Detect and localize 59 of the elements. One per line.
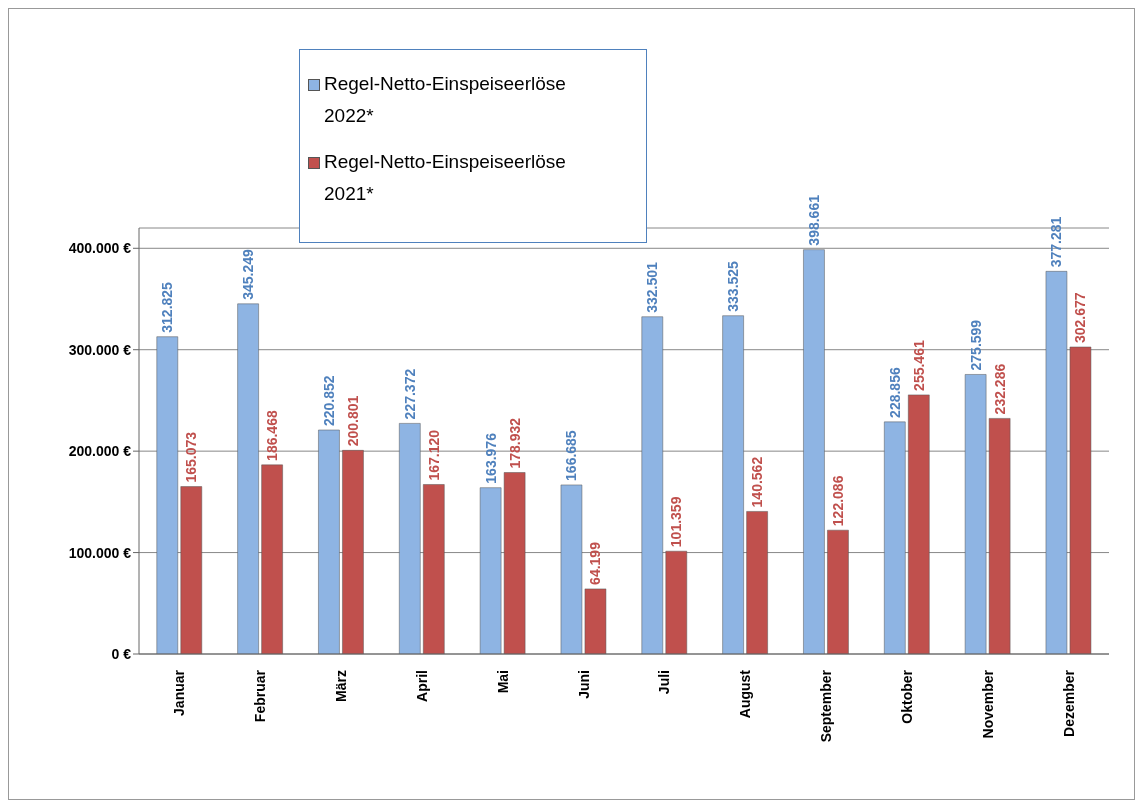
y-tick-label: 100.000 € [68, 544, 132, 561]
data-label: 398.661 [805, 194, 822, 246]
data-label: 101.359 [668, 496, 685, 548]
data-label: 377.281 [1048, 216, 1065, 268]
x-tick-label: November [979, 669, 996, 739]
bar [156, 336, 179, 654]
bar [884, 421, 906, 654]
y-tick-label: 200.000 € [68, 443, 132, 460]
bar [342, 450, 364, 654]
data-label: 178.932 [506, 417, 523, 469]
y-tick-label: 400.000 € [68, 240, 132, 257]
legend-label: Regel-Netto-Einspeiseerlöse 2022* [324, 72, 567, 128]
data-label: 333.525 [725, 260, 742, 312]
x-tick-label: Januar [171, 669, 188, 716]
data-label: 64.199 [587, 541, 604, 585]
y-tick-label: 300.000 € [68, 341, 132, 358]
data-label: 165.073 [183, 431, 200, 483]
data-label: 227.372 [401, 368, 418, 420]
data-label: 255.461 [910, 340, 927, 391]
data-label: 302.677 [1072, 292, 1089, 343]
data-label: 200.801 [344, 395, 361, 447]
x-tick-label: März [333, 670, 350, 702]
bar [665, 550, 688, 654]
data-label: 122.086 [829, 475, 846, 527]
bar [827, 529, 849, 654]
x-tick-label: September [818, 669, 835, 743]
x-tick-label: Mai [494, 670, 511, 694]
data-label: 220.852 [320, 375, 337, 426]
data-label: 163.976 [482, 432, 499, 484]
x-tick-label: Juli [656, 670, 673, 695]
bar [908, 394, 930, 654]
data-label: 275.599 [967, 319, 984, 371]
y-tick-label: 0 € [111, 645, 132, 662]
bar [641, 316, 664, 654]
bar [423, 484, 445, 654]
bar [180, 486, 203, 654]
data-label: 167.120 [425, 429, 442, 481]
legend-label: Regel-Netto-Einspeiseerlöse 2021* [324, 150, 567, 206]
bar [803, 249, 825, 654]
bar [722, 315, 744, 654]
data-label: 312.825 [159, 281, 176, 333]
data-label: 166.685 [563, 430, 580, 481]
data-label: 332.501 [644, 261, 661, 313]
data-label: 140.562 [749, 456, 766, 508]
data-label: 232.286 [991, 363, 1008, 415]
bar [746, 511, 768, 654]
data-label: 228.856 [886, 367, 903, 418]
bar [261, 464, 283, 654]
bar [318, 429, 340, 654]
bar [237, 303, 259, 654]
x-tick-label: Oktober [898, 669, 915, 724]
x-tick-label: Februar [252, 669, 269, 723]
x-tick-label: Juni [575, 670, 592, 699]
bar [399, 423, 421, 654]
data-label: 345.249 [240, 249, 257, 300]
x-tick-label: Dezember [1060, 669, 1077, 737]
data-label: 186.468 [264, 410, 281, 461]
x-tick-label: April [413, 670, 430, 702]
x-tick-label: August [737, 669, 754, 719]
